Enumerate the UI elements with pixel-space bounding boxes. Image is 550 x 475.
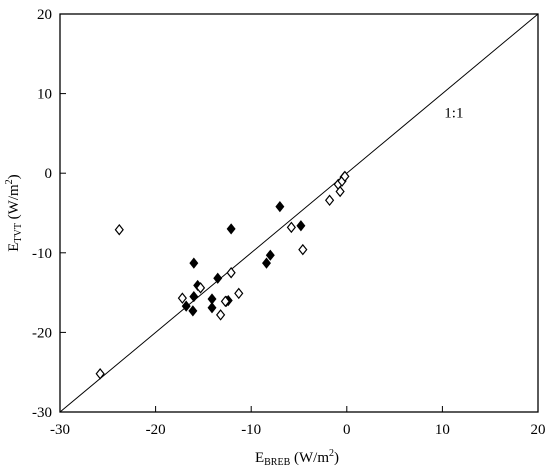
y-axis-label-sub: TVT	[13, 223, 24, 242]
y-axis-tick-labels: -30 -20 -10 0 10 20	[32, 7, 52, 421]
filled-diamond-point	[226, 223, 236, 235]
filled-diamond-point	[188, 305, 198, 317]
y-tick-label: -20	[32, 325, 52, 341]
open-diamond-point	[340, 170, 350, 183]
x-axis-label-unit: (W/m	[290, 450, 329, 466]
x-axis-label-sub: BREB	[264, 457, 290, 468]
open-diamond-point	[286, 221, 296, 234]
y-tick-label: 20	[37, 7, 52, 23]
x-tick-label: 10	[435, 422, 450, 438]
x-tick-label: 20	[531, 422, 546, 438]
open-diamond-point	[114, 223, 124, 236]
filled-diamond-point	[189, 257, 199, 269]
x-axis-label-sup: 2	[329, 448, 334, 459]
filled-diamond-point	[275, 201, 285, 213]
open-diamond-point	[234, 287, 244, 300]
x-axis-label-close: )	[334, 450, 339, 466]
filled-diamond-point	[265, 249, 275, 261]
open-diamond-point	[195, 282, 206, 294]
open-diamond-point	[226, 266, 236, 279]
open-diamond-point	[95, 368, 105, 380]
x-axis-tick-labels: -30 -20 -10 0 10 20	[50, 422, 546, 438]
x-axis-label-main: E	[255, 450, 264, 466]
y-axis-ticks	[60, 13, 66, 413]
x-axis-ticks	[59, 406, 539, 412]
y-axis-label-unit: (W/m	[6, 184, 22, 223]
x-tick-label: 0	[343, 422, 351, 438]
open-diamond-point	[335, 185, 345, 198]
open-diamond-point	[324, 194, 335, 207]
x-tick-label: -20	[146, 422, 166, 438]
x-tick-label: -30	[50, 422, 70, 438]
one-to-one-line	[59, 13, 539, 413]
filled-diamond-point	[207, 302, 217, 314]
y-tick-label: -10	[32, 246, 52, 262]
open-diamond-point	[220, 295, 230, 308]
filled-diamond-point	[181, 300, 191, 312]
open-diamond-point	[298, 243, 308, 256]
data-points	[95, 170, 350, 380]
y-tick-label: -30	[32, 405, 52, 421]
y-tick-label: 0	[45, 166, 53, 182]
plot-frame	[59, 13, 539, 413]
y-axis-label-sup: 2	[4, 179, 15, 184]
y-axis-label-close: )	[6, 174, 22, 179]
y-tick-label: 10	[37, 87, 52, 103]
open-diamond-point	[177, 292, 187, 304]
filled-diamond-point	[189, 290, 199, 303]
y-axis-label: ETVT (W/m2)	[4, 174, 24, 251]
filled-diamond-point	[213, 272, 223, 284]
x-tick-label: -10	[241, 422, 261, 438]
x-axis-label: EBREB (W/m2)	[255, 448, 339, 468]
y-axis-label-main: E	[6, 243, 22, 252]
filled-diamond-point	[296, 220, 306, 232]
filled-diamond-point	[262, 257, 271, 269]
open-diamond-point	[215, 309, 226, 321]
one-to-one-label: 1:1	[444, 105, 463, 121]
